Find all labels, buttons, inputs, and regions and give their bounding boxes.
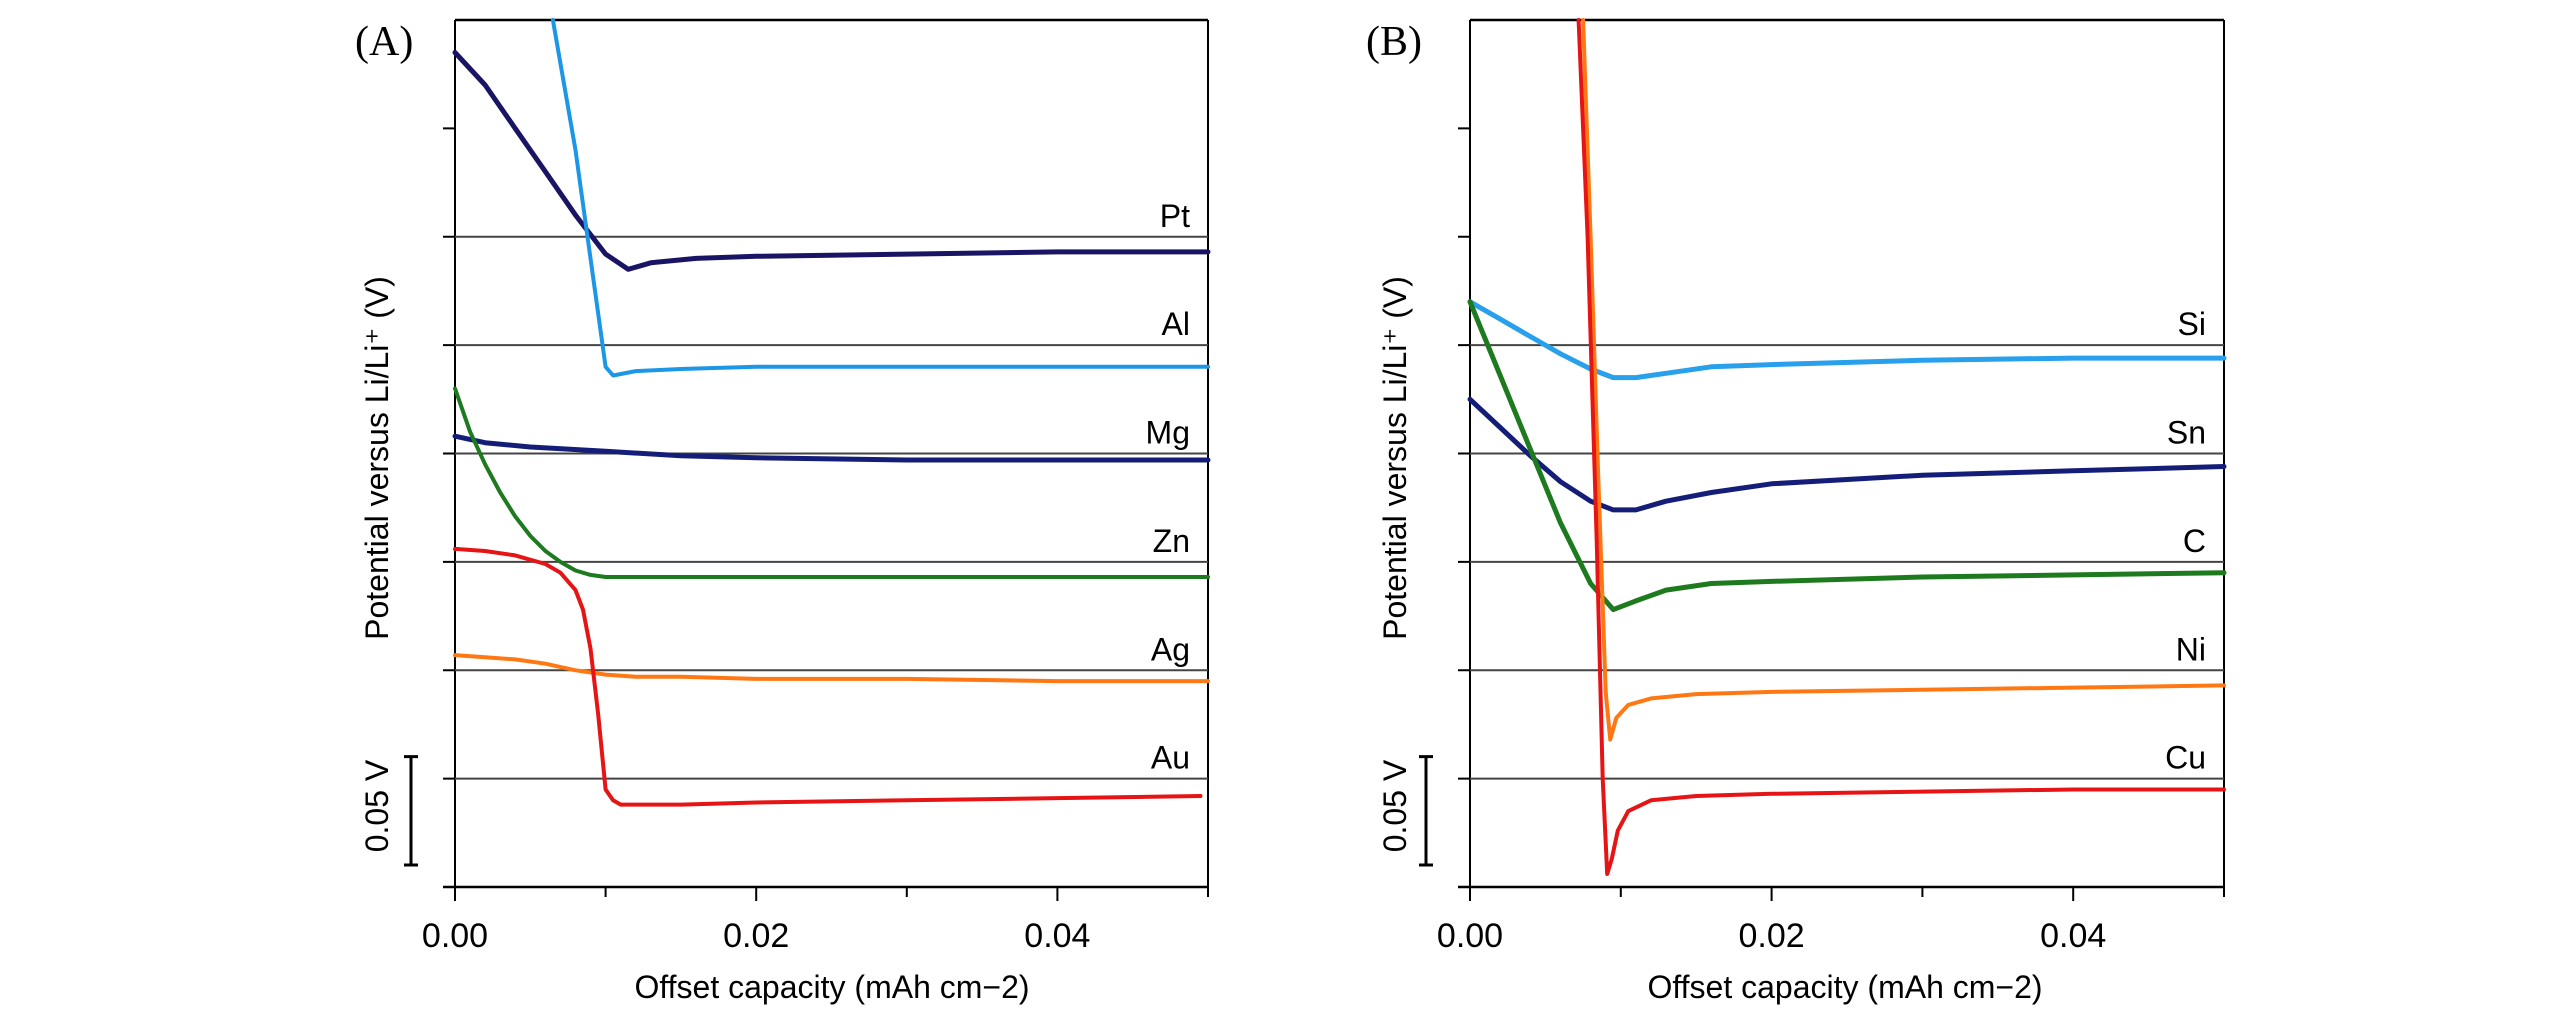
panel-b-series-label-cu: Cu: [2165, 740, 2206, 776]
panel-b-x-axis-title: Offset capacity (mAh cm−2): [1647, 969, 2042, 1005]
panel-a-series-mg: [452, 433, 1211, 463]
panel-b-series-sn: [1467, 396, 2227, 513]
panel-a-x-axis-title: Offset capacity (mAh cm−2): [634, 969, 1029, 1005]
panel-a-series-label-al: Al: [1162, 306, 1190, 342]
panel-a-x-tick-label: 0.02: [723, 917, 789, 955]
panel-a-y-axis-title: Potential versus Li/Li⁺ (V): [359, 276, 395, 640]
panel-a-series-pt: [452, 50, 1211, 272]
panel-b-series-si: [1467, 299, 2227, 381]
panel-a-label: (A): [355, 19, 413, 65]
panel-b-series-label-ni: Ni: [2176, 631, 2206, 667]
panel-a-x-tick-label: 0.04: [1024, 917, 1090, 955]
panel-a-x-tick-label: 0.00: [422, 917, 488, 955]
panel-a-series-label-ag: Ag: [1151, 631, 1190, 667]
panel-a: (A) Potential versus Li/Li⁺ (V) Offset c…: [355, 18, 1211, 1005]
panel-b-series-label-si: Si: [2178, 306, 2206, 342]
panel-a-series-label-mg: Mg: [1146, 415, 1190, 451]
panel-a-series-al: [550, 18, 1210, 378]
panel-b-series-ni: [1581, 18, 2226, 742]
panel-a-series-label-pt: Pt: [1160, 198, 1190, 234]
panel-b-label: (B): [1366, 19, 1422, 65]
panel-b-x-tick-label: 0.02: [1739, 917, 1805, 955]
panel-a-series-label-zn: Zn: [1153, 523, 1190, 559]
panel-a-scale-bar-label: 0.05 V: [359, 759, 395, 852]
panel-a-series-ag: [453, 653, 1210, 684]
panel-a-series-zn: [453, 386, 1210, 579]
panel-b-y-axis-title: Potential versus Li/Li⁺ (V): [1377, 276, 1413, 640]
panel-b-scale-bar-label: 0.05 V: [1377, 759, 1413, 852]
panel-b-x-tick-label: 0.04: [2040, 917, 2106, 955]
panel-a-series-au: [453, 546, 1203, 807]
panel-b: (B) Potential versus Li/Li⁺ (V) Offset c…: [1366, 18, 2227, 1005]
panel-b-series-label-c: C: [2183, 523, 2206, 559]
panel-b-x-tick-label: 0.00: [1437, 917, 1503, 955]
panel-b-series-label-sn: Sn: [2167, 415, 2206, 451]
panel-a-series-label-au: Au: [1151, 740, 1190, 776]
panel-b-series-c: [1467, 299, 2227, 613]
panel-b-series-cu: [1576, 18, 2226, 876]
